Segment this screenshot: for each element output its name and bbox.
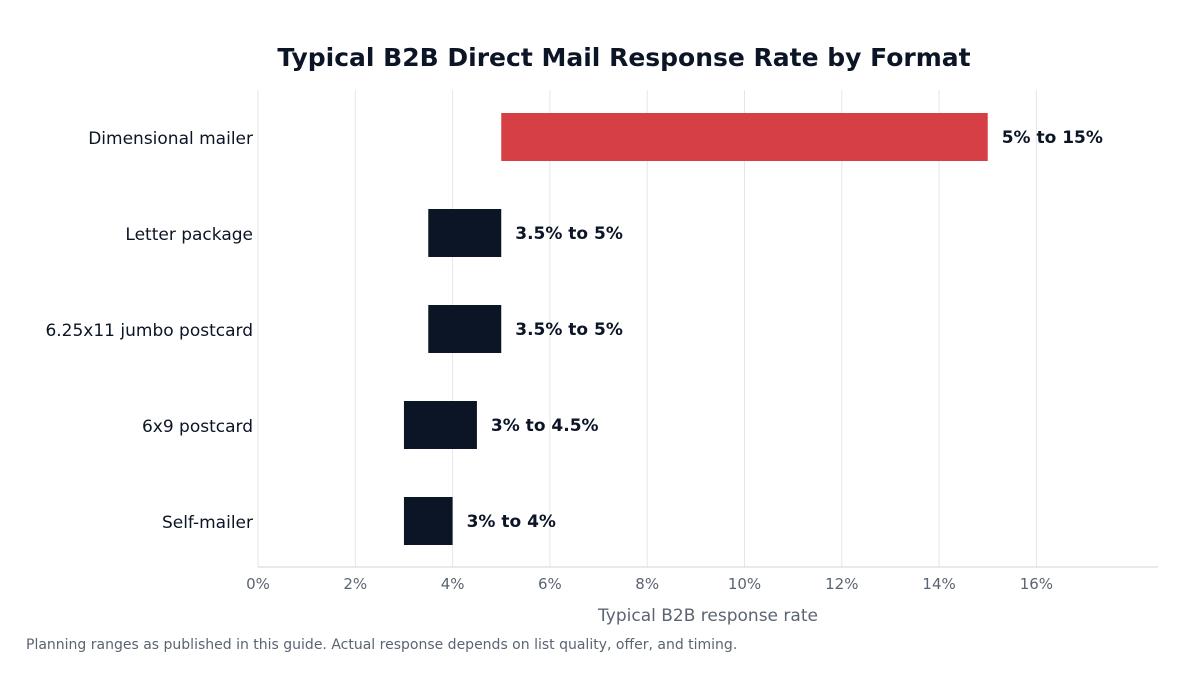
range-bar	[403, 497, 453, 545]
x-tick-label: 2%	[343, 575, 367, 593]
range-bar	[403, 401, 477, 449]
chart-title: Typical B2B Direct Mail Response Rate by…	[277, 43, 970, 72]
category-label: Self-mailer	[162, 513, 253, 533]
bars	[403, 113, 988, 545]
data-label: 5% to 15%	[1002, 128, 1103, 148]
category-label: Letter package	[125, 225, 253, 245]
data-label: 3% to 4.5%	[491, 416, 599, 436]
x-tick-label: 6%	[538, 575, 562, 593]
x-tick-label: 8%	[635, 575, 659, 593]
data-label: 3.5% to 5%	[515, 224, 623, 244]
category-labels: Dimensional mailer Letter package 6.25x11 …	[45, 129, 253, 533]
gridlines	[257, 90, 1037, 567]
x-tick-label: 4%	[441, 575, 465, 593]
x-tick-label: 16%	[1020, 575, 1053, 593]
x-tick-label: 10%	[728, 575, 761, 593]
data-label: 3% to 4%	[467, 512, 556, 532]
x-axis-title: Typical B2B response rate	[597, 606, 818, 626]
range-bar	[501, 113, 988, 161]
footnote: Planning ranges as published in this gui…	[26, 637, 738, 653]
x-tick-label: 12%	[825, 575, 858, 593]
category-label: 6x9 postcard	[142, 417, 253, 437]
range-bar	[428, 305, 502, 353]
data-label: 3.5% to 5%	[515, 320, 623, 340]
x-tick-labels: 0% 2% 4% 6% 8% 10% 12% 14% 16%	[246, 575, 1053, 593]
x-tick-label: 14%	[922, 575, 955, 593]
x-tick-label: 0%	[246, 575, 270, 593]
range-bar	[428, 209, 502, 257]
data-labels: 5% to 15% 3.5% to 5% 3.5% to 5% 3% to 4.5% 3…	[467, 128, 1103, 532]
category-label: Dimensional mailer	[88, 129, 253, 149]
category-label: 6.25x11 jumbo postcard	[45, 321, 253, 341]
